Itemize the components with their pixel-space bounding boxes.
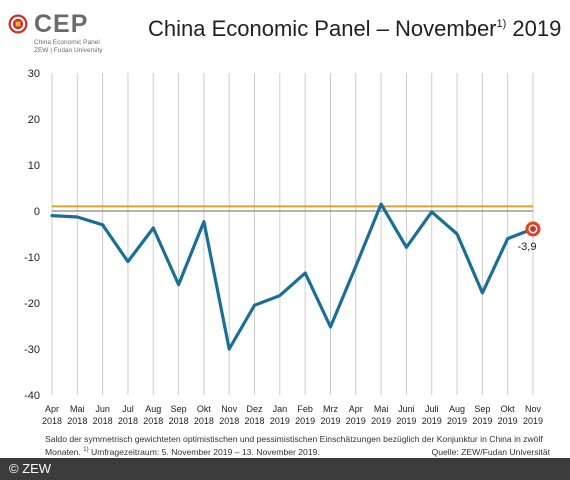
chart-title-year: 2019 [512, 16, 562, 41]
x-tick-label-month: Jan [273, 404, 288, 414]
x-tick-label-month: Mai [374, 404, 389, 414]
y-tick-label: 0 [34, 206, 40, 218]
y-tick-label: -20 [24, 298, 40, 310]
y-tick-label: -10 [24, 252, 40, 264]
x-tick-label-year: 2019 [270, 416, 290, 426]
footnote-ref: 1) [83, 447, 89, 453]
x-tick-label-year: 2019 [396, 416, 416, 426]
x-tick-label-month: Apr [45, 404, 59, 414]
chart-title-footnote-ref: 1) [496, 18, 507, 30]
x-tick-label-month: Nov [525, 404, 542, 414]
line-chart: 30 20 10 0 -10 -20 -30 -40 Apr 2018 Mai 2018 Jun 2018… [24, 68, 543, 426]
x-tick-label-month: Mrz [323, 404, 338, 414]
x-tick-label-month: Aug [145, 404, 161, 414]
logo-subtitle-affiliation: ZEW | Fudan University [34, 47, 103, 54]
x-tick-label-month: Mai [70, 404, 85, 414]
x-tick-label-year: 2018 [143, 416, 163, 426]
x-tick-label-year: 2019 [422, 416, 442, 426]
cep-logo-icon [8, 14, 28, 34]
x-tick-label-year: 2018 [42, 416, 62, 426]
x-tick-label-year: 2018 [245, 416, 265, 426]
x-tick-label-month: Nov [221, 404, 238, 414]
x-tick-label-year: 2019 [472, 416, 492, 426]
x-tick-label-month: Dez [247, 404, 264, 414]
copyright-bar: © ZEW [0, 458, 570, 480]
source-note: Quelle: ZEW/Fudan Universität [431, 446, 550, 457]
x-tick-label-month: Sep [474, 404, 490, 414]
y-tick-label: -40 [24, 390, 40, 402]
copyright-text: © ZEW [9, 461, 52, 476]
logo-name: CEP [34, 10, 89, 38]
footnote-line-2: Umfragezeitraum: 5. November 2019 – 13. … [90, 446, 320, 457]
x-tick-label-month: Aug [449, 404, 465, 414]
x-tick-label-year: 2018 [169, 416, 189, 426]
x-tick-label-year: 2019 [447, 416, 467, 426]
x-tick-label-month: Juni [398, 404, 415, 414]
footnote-prefix: Monaten. [45, 446, 81, 457]
x-tick-label-year: 2018 [194, 416, 214, 426]
x-tick-label-year: 2019 [295, 416, 315, 426]
x-tick-label-year: 2019 [371, 416, 391, 426]
footnote: Saldo der symmetrisch gewichteten optimi… [45, 434, 550, 458]
last-value-marker-center [530, 225, 536, 232]
logo-subtitle: China Economic Panel [34, 39, 100, 46]
last-value-label: -3,9 [518, 241, 537, 253]
x-tick-label-year: 2019 [498, 416, 518, 426]
chart-title-main: China Economic Panel – November [148, 16, 497, 41]
x-tick-label-month: Sep [171, 404, 187, 414]
x-tick-label-month: Jun [95, 404, 110, 414]
x-tick-label-month: Apr [349, 404, 363, 414]
cep-logo: CEP China Economic Panel ZEW | Fudan Uni… [8, 10, 123, 55]
chart-title: China Economic Panel – November1) 2019 [148, 16, 561, 42]
x-tick-label-month: Okt [501, 404, 516, 414]
x-tick-label-month: Feb [297, 404, 313, 414]
x-tick-label-year: 2019 [320, 416, 340, 426]
x-tick-label-month: Okt [197, 404, 212, 414]
x-tick-label-year: 2018 [67, 416, 87, 426]
x-tick-label-year: 2018 [118, 416, 138, 426]
x-tick-label-year: 2018 [219, 416, 239, 426]
x-tick-label-year: 2019 [346, 416, 366, 426]
x-tick-label-year: 2018 [93, 416, 113, 426]
y-tick-label: 10 [28, 160, 40, 172]
x-tick-label-year: 2019 [523, 416, 543, 426]
x-tick-label-month: Jul [122, 404, 134, 414]
footnote-line-1: Saldo der symmetrisch gewichteten optimi… [45, 434, 543, 444]
series-line [50, 202, 535, 351]
y-tick-label: 30 [28, 68, 40, 80]
y-tick-label: 20 [28, 114, 40, 126]
y-tick-label: -30 [24, 344, 40, 356]
x-tick-label-month: Juli [425, 404, 439, 414]
